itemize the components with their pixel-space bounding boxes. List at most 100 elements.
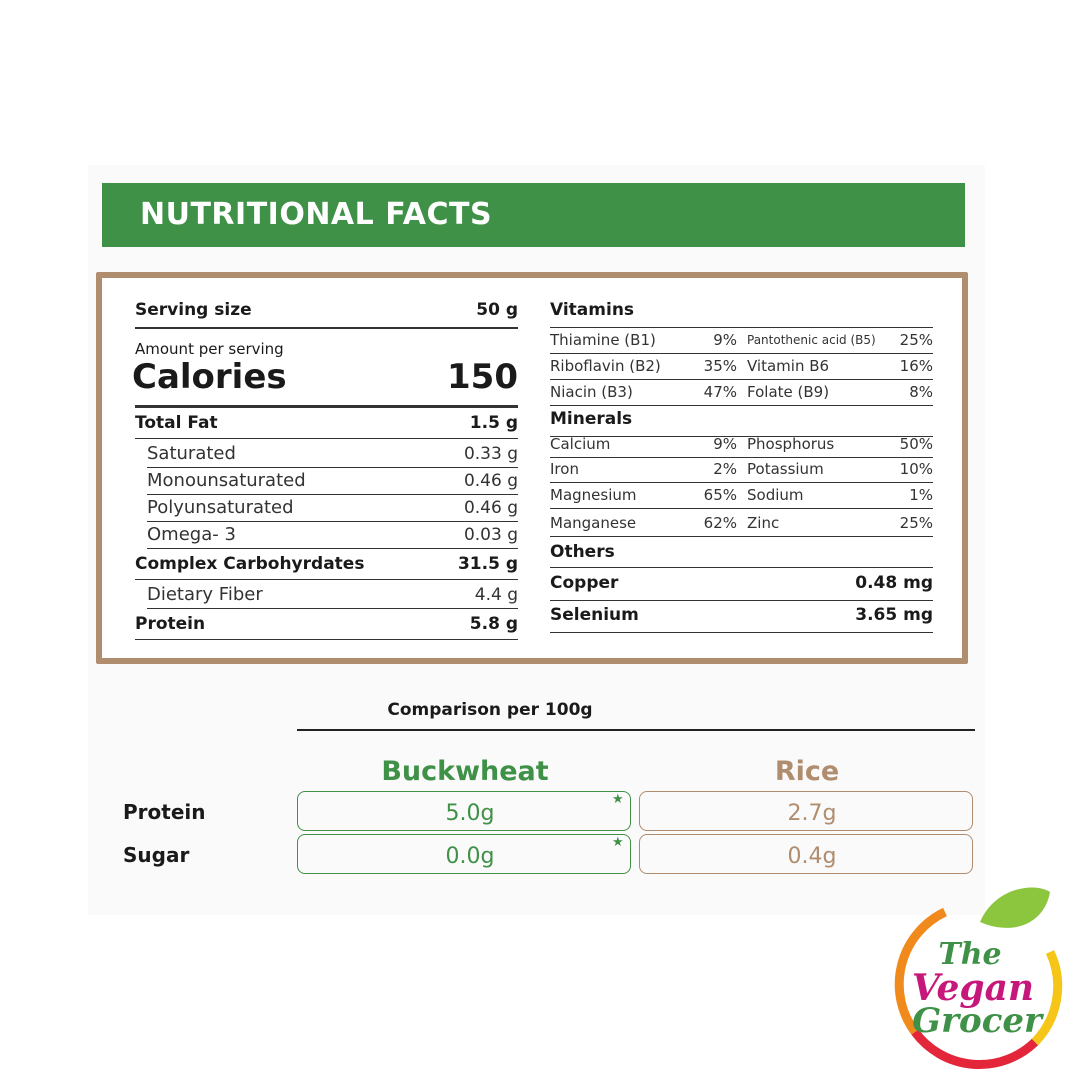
column-title: Rice [774, 756, 840, 787]
comparison-value: 5.0g [445, 801, 495, 826]
rule [147, 548, 518, 549]
vitamin-value: 65% [703, 486, 737, 504]
calories-label: Calories [132, 357, 287, 397]
vitamin-value: 35% [703, 357, 737, 375]
comparison-value: 0.4g [787, 844, 837, 869]
row-label: Sugar [123, 843, 190, 867]
rule [550, 536, 933, 537]
comparison-value: 0.0g [445, 844, 495, 869]
sub-nutrient-value: 0.03 g [463, 525, 518, 545]
vitamin-value: 62% [703, 514, 737, 532]
value-box [639, 834, 973, 874]
vitamin-value: 10% [899, 460, 933, 478]
vitamin-value: 47% [703, 383, 737, 401]
nutrient-label: Protein [135, 614, 206, 634]
comparison-title: Comparison per 100g [387, 700, 593, 720]
header-bar [102, 183, 965, 247]
frame [96, 272, 968, 664]
vitamin-value: 50% [899, 435, 933, 453]
rule [147, 467, 518, 468]
vitamin-value: 16% [899, 357, 933, 375]
rule [550, 632, 933, 633]
nutrient-label: Total Fat [135, 413, 218, 433]
vitamin-value: 9% [713, 435, 737, 453]
rule [147, 608, 518, 609]
frame-inner [102, 278, 962, 658]
logo-text: Vegan [912, 967, 1034, 1009]
logo-arc [1031, 950, 1063, 1046]
rule [550, 457, 933, 458]
sub-nutrient-value: 0.46 g [463, 471, 518, 491]
vitamin-value: 1% [909, 486, 933, 504]
comparison-value: 2.7g [787, 801, 837, 826]
rule [550, 405, 933, 406]
vitamin-name: Manganese [550, 514, 637, 532]
calories-value: 150 [447, 357, 518, 397]
column-title: Buckwheat [381, 756, 549, 787]
logo-text: Grocer [912, 1001, 1044, 1041]
value-box [297, 834, 631, 874]
vitamin-value: 8% [909, 383, 933, 401]
sub-nutrient-label: Monounsaturated [147, 470, 306, 491]
vitamin-name: Iron [550, 460, 579, 478]
rule [550, 379, 933, 380]
amount-label: Amount per serving [135, 340, 284, 358]
header-title: NUTRITIONAL FACTS [140, 197, 493, 232]
value-box [639, 791, 973, 831]
sub-nutrient-label: Polyunsaturated [147, 497, 294, 518]
sub-nutrient-label: Omega- 3 [147, 524, 236, 545]
vitamin-name: Potassium [747, 460, 824, 478]
vitamin-name: Folate (B9) [747, 383, 830, 401]
vitamin-name: Vitamin B6 [747, 357, 830, 375]
vitamin-name: Calcium [550, 435, 611, 453]
sub-nutrient-value: 0.46 g [463, 498, 518, 518]
vitamin-name: Zinc [747, 514, 780, 532]
rule [550, 436, 933, 437]
sub-nutrient-label: Dietary Fiber [147, 584, 263, 605]
star: ★ [612, 792, 624, 807]
rule [135, 438, 518, 439]
nutrient-value: 31.5 g [457, 554, 518, 574]
logo-text: The [938, 937, 1001, 972]
rule [147, 521, 518, 522]
vitamin-value: 9% [713, 331, 737, 349]
serving-value: 50 g [476, 300, 518, 320]
other-name: Selenium [550, 605, 639, 625]
sub-nutrient-value: 0.33 g [463, 444, 518, 464]
rule [550, 327, 933, 328]
vitamin-name: Phosphorus [747, 435, 835, 453]
sub-nutrient-value: 4.4 g [474, 585, 518, 605]
rule [135, 405, 518, 408]
rule [147, 494, 518, 495]
vitamin-value: 2% [713, 460, 737, 478]
section-title: Others [550, 542, 615, 562]
vitamin-name: Niacin (B3) [550, 383, 633, 401]
section-title: Vitamins [550, 300, 635, 320]
vitamin-value: 25% [899, 514, 933, 532]
rule [550, 482, 933, 483]
section-title: Minerals [550, 409, 633, 429]
rule [135, 327, 518, 329]
value-box [297, 791, 631, 831]
rule [135, 639, 518, 640]
vitamin-name: Riboflavin (B2) [550, 357, 661, 375]
sub-nutrient-label: Saturated [147, 443, 236, 464]
serving-label: Serving size [135, 300, 252, 320]
logo-arc [894, 907, 947, 1035]
other-value: 0.48 mg [855, 573, 933, 593]
vitamin-name: Sodium [747, 486, 804, 504]
rule [550, 508, 933, 509]
star: ★ [612, 835, 624, 850]
logo-leaf [980, 887, 1050, 928]
rule [550, 567, 933, 568]
logo-arc [911, 1029, 1039, 1069]
rule [550, 353, 933, 354]
rule [550, 600, 933, 601]
nutrient-value: 1.5 g [469, 413, 518, 433]
other-name: Copper [550, 573, 619, 593]
nutrient-value: 5.8 g [469, 614, 518, 634]
rule [135, 579, 518, 580]
logo: The Vegan Grocer [894, 887, 1063, 1069]
other-value: 3.65 mg [855, 605, 933, 625]
vitamin-name: Pantothenic acid (B5) [747, 333, 876, 347]
